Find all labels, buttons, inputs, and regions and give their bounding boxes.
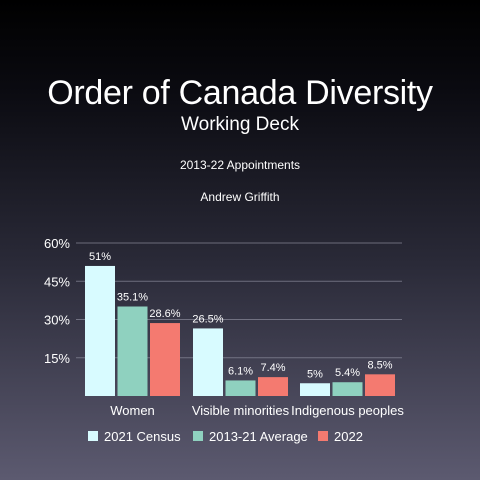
y-axis-ticks: 15% 30% 45% 60% [44,236,70,366]
y-tick-label: 60% [44,236,70,251]
legend-swatch [88,431,98,441]
legend: 2021 Census 2013-21 Average 2022 [88,429,363,444]
bar [85,265,115,396]
data-label: 6.1% [228,365,253,377]
data-label: 7.4% [260,362,285,374]
bar [193,328,223,396]
x-category-label: Visible minorities [192,403,290,418]
data-label: 35.1% [117,291,148,303]
bar [117,306,148,396]
data-labels: 51% 35.1%28.6% 26.5% 6.1% 7.4% 5% 5.4% 8.5% [89,251,393,380]
bar [332,382,363,396]
bar [300,383,330,396]
data-label: 26.5% [192,313,223,325]
bar [150,323,180,396]
x-category-label: Women [110,403,155,418]
data-label: 5.4% [335,367,360,379]
data-label: 5% [307,368,323,380]
data-label: 51% [89,251,111,263]
data-label: 28.6% [149,308,180,320]
legend-label: 2022 [334,429,363,444]
bar [225,380,256,396]
bar [365,374,395,396]
legend-swatch [193,431,203,441]
legend-label: 2021 Census [104,429,181,444]
x-category-label: Indigenous peoples [291,403,404,418]
y-tick-label: 30% [44,313,70,328]
slide-subtitle: Working Deck [181,114,299,135]
legend-label: 2013-21 Average [209,429,308,444]
bar [258,377,288,396]
slide-title: Order of Canada Diversity [47,74,433,112]
y-tick-label: 15% [44,351,70,366]
legend-swatch [318,431,328,441]
data-label: 8.5% [367,359,392,371]
y-tick-label: 45% [44,274,70,289]
x-axis-categories: Women Visible minorities Indigenous people… [110,403,404,418]
author-text: Andrew Griffith [200,190,280,204]
bars [85,265,395,396]
period-text: 2013-22 Appointments [179,158,301,172]
